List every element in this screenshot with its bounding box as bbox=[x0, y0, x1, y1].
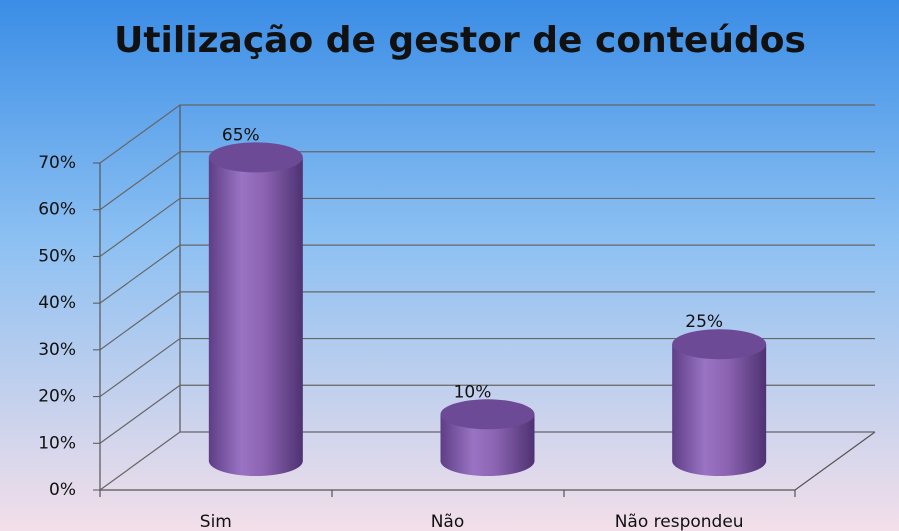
chart-title: Utilização de gestor de conteúdos bbox=[114, 20, 806, 61]
y-tick-label: 0% bbox=[49, 480, 76, 500]
grid-line bbox=[99, 104, 875, 164]
grid-line bbox=[99, 244, 875, 304]
value-label: 25% bbox=[685, 312, 723, 332]
grid-line bbox=[99, 197, 875, 257]
y-tick-label: 30% bbox=[38, 340, 76, 360]
grid-line bbox=[99, 151, 875, 211]
y-tick-label: 70% bbox=[38, 153, 76, 173]
cylinder-body bbox=[672, 344, 767, 477]
cylinder-top bbox=[672, 329, 767, 360]
value-label: 10% bbox=[454, 382, 492, 402]
x-tick-label: Não bbox=[431, 512, 465, 531]
cylinder-body bbox=[208, 157, 303, 476]
grid-line bbox=[99, 431, 875, 491]
grid-line bbox=[99, 291, 875, 351]
y-tick-label: 60% bbox=[38, 200, 76, 220]
x-tick-label: Sim bbox=[200, 512, 232, 531]
grid-line bbox=[99, 384, 875, 444]
value-label: 65% bbox=[222, 125, 260, 145]
cylinder-top bbox=[440, 399, 535, 430]
x-tick-label: Não respondeu bbox=[615, 512, 744, 531]
axes bbox=[99, 105, 876, 497]
y-tick-label: 20% bbox=[38, 387, 76, 407]
cylinder-body bbox=[440, 414, 535, 477]
y-tick-label: 10% bbox=[38, 433, 76, 453]
y-tick-label: 50% bbox=[38, 246, 76, 266]
y-tick-label: 40% bbox=[38, 293, 76, 313]
grid-line bbox=[99, 337, 875, 398]
cylinder-top bbox=[208, 142, 303, 173]
